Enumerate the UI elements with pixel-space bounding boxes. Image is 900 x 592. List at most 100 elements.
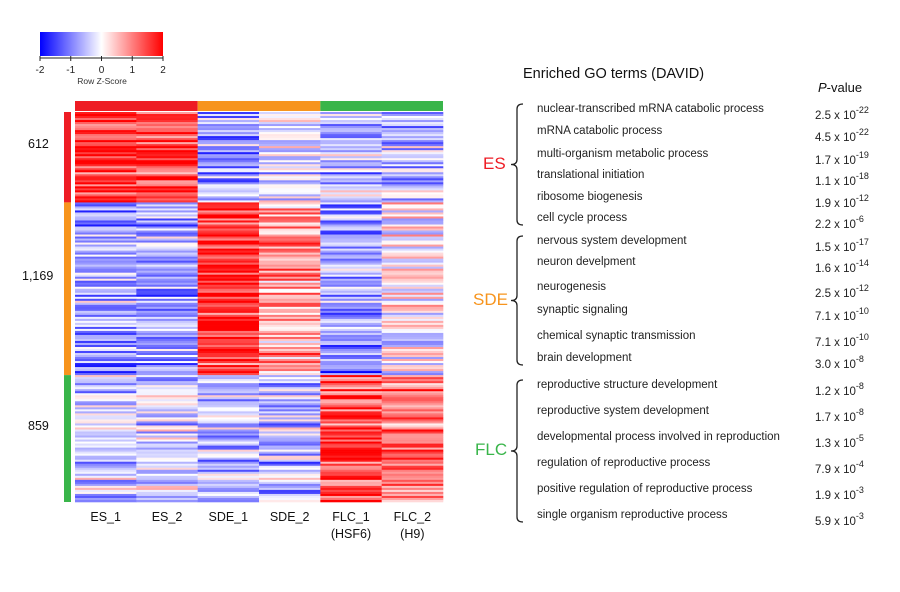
heatmap-cell [197, 116, 260, 119]
p-value: 4.5 x 10-22 [815, 127, 869, 144]
heatmap-cell [320, 226, 382, 229]
column-label: FLC_2 (H9) [377, 509, 447, 543]
heatmap-cell [136, 248, 198, 251]
heatmap-cell [75, 298, 137, 302]
heatmap-cell [197, 336, 260, 340]
heatmap-cell [320, 136, 382, 139]
heatmap-cell [320, 328, 382, 332]
heatmap-cell [75, 401, 137, 404]
cluster-count-label: 1,169 [22, 268, 54, 283]
heatmap-cell [136, 178, 198, 181]
heatmap-cell [320, 298, 382, 302]
heatmap-cell [75, 493, 137, 497]
p-value-exponent: -17 [855, 237, 869, 247]
heatmap-cell [381, 439, 444, 442]
heatmap-cell [75, 373, 137, 376]
key-tick-label: -1 [66, 65, 75, 76]
heatmap-cell [320, 252, 382, 255]
heatmap-cell [259, 487, 321, 491]
p-value-exponent: -8 [855, 354, 864, 364]
heatmap-cell [75, 447, 137, 450]
heatmap-cell [320, 497, 382, 501]
heatmap-cell [259, 222, 321, 225]
heatmap-cell [381, 218, 444, 221]
heatmap-cell [320, 220, 382, 223]
heatmap-cell [197, 126, 260, 129]
heatmap-cell [197, 334, 260, 338]
heatmap-cell [259, 230, 321, 233]
heatmap-cell [259, 258, 321, 261]
heatmap-cell [136, 128, 198, 131]
heatmap-cell [136, 218, 198, 221]
heatmap-cell [136, 270, 198, 273]
heatmap-cell [197, 128, 260, 131]
heatmap-cell [381, 445, 444, 448]
heatmap-cell [75, 429, 137, 432]
heatmap-cell [381, 485, 444, 489]
heatmap-cell [197, 156, 260, 159]
bracket-icon [510, 379, 524, 523]
heatmap-cell [136, 132, 198, 135]
heatmap-cell [259, 353, 321, 356]
heatmap-cell [381, 292, 444, 296]
heatmap-cell [75, 208, 137, 211]
heatmap-cell [259, 314, 321, 318]
heatmap-cell [259, 475, 321, 479]
heatmap-cell [75, 160, 137, 163]
heatmap-cell [320, 485, 382, 489]
heatmap-cell [259, 415, 321, 418]
heatmap-cell [381, 451, 444, 454]
p-value: 7.1 x 10-10 [815, 332, 869, 349]
heatmap-cell [75, 449, 137, 452]
heatmap-cell [320, 214, 382, 217]
heatmap-cell [197, 497, 260, 501]
heatmap-cell [197, 477, 260, 481]
heatmap-cell [136, 314, 198, 318]
heatmap-cell [320, 491, 382, 495]
heatmap-cell [75, 377, 137, 380]
heatmap-cell [320, 308, 382, 312]
heatmap-cell [320, 154, 382, 157]
heatmap-cell [320, 373, 382, 376]
heatmap-cell [381, 425, 444, 428]
heatmap-cell [381, 128, 444, 131]
heatmap-cell [259, 302, 321, 306]
heatmap-cell [320, 423, 382, 426]
row-cluster-bar [64, 112, 71, 203]
row-cluster-bar [64, 202, 71, 376]
heatmap-cell [197, 415, 260, 418]
heatmap-cell [75, 427, 137, 430]
heatmap-cell [136, 449, 198, 452]
heatmap-cell [136, 437, 198, 440]
heatmap-cell [320, 421, 382, 424]
heatmap-cell [136, 172, 198, 175]
heatmap-cell [75, 196, 137, 199]
heatmap-cell [197, 142, 260, 145]
heatmap-cell [75, 344, 137, 348]
heatmap-cell [259, 338, 321, 342]
heatmap-cell [197, 348, 260, 352]
heatmap-cell [75, 425, 137, 428]
heatmap-cell [259, 288, 321, 292]
heatmap-cell [259, 443, 321, 446]
heatmap-cell [75, 334, 137, 338]
heatmap-cell [381, 371, 444, 374]
heatmap-cell [320, 334, 382, 338]
heatmap-cell [136, 254, 198, 257]
heatmap-cell [75, 338, 137, 342]
heatmap-cell [259, 409, 321, 412]
heatmap-cell [136, 328, 198, 332]
heatmap-cell [136, 204, 198, 207]
heatmap-cell [259, 367, 321, 370]
go-term: cell cycle process [537, 212, 628, 224]
heatmap-cell [197, 377, 260, 380]
heatmap-cell [381, 423, 444, 426]
heatmap-cell [197, 246, 260, 249]
go-term: positive regulation of reproductive proc… [537, 483, 753, 495]
p-value: 1.9 x 10-12 [815, 193, 869, 210]
heatmap-cell [75, 330, 137, 334]
column-label: FLC_1 (HSF6) [316, 509, 386, 543]
heatmap-cell [259, 192, 321, 195]
heatmap-cell [197, 194, 260, 197]
heatmap-cell [136, 160, 198, 163]
